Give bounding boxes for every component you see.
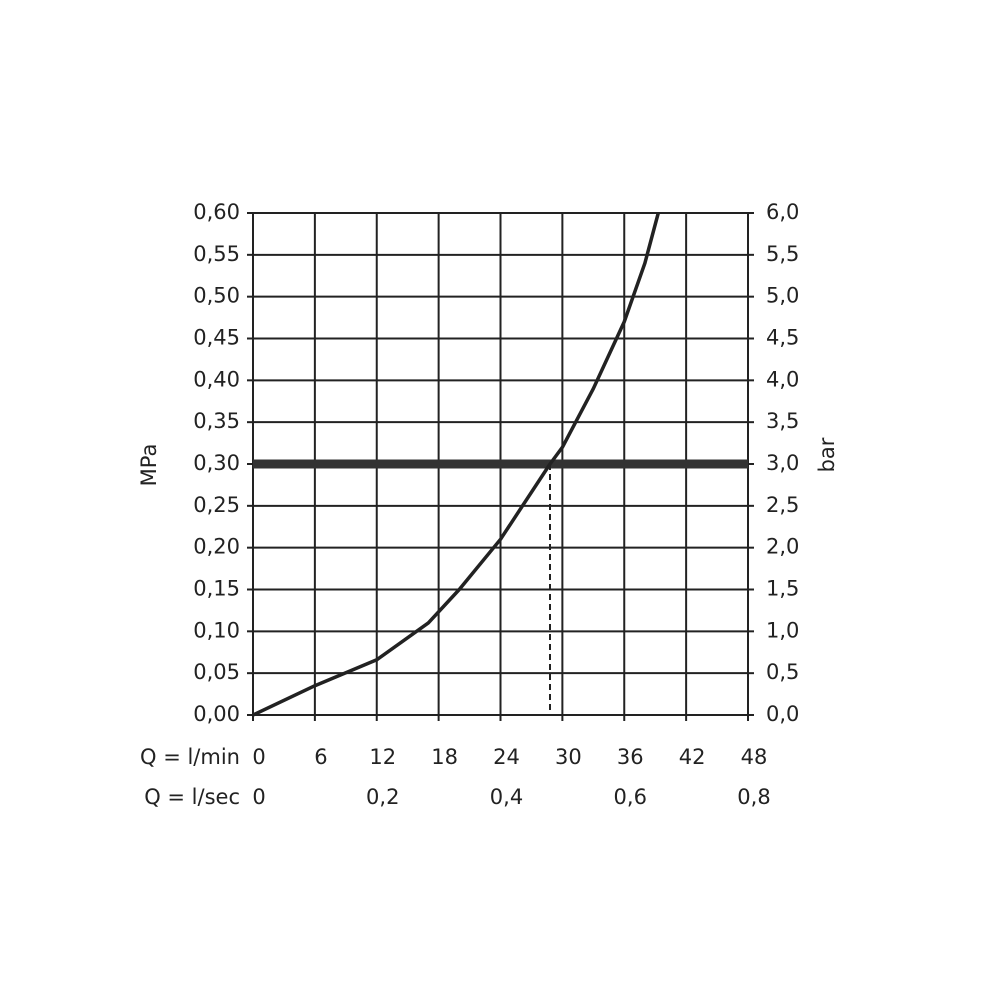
y-tick-label: 0,25 <box>193 493 240 517</box>
y2-tick-label: 2,0 <box>766 535 799 559</box>
y2-tick-label: 0,0 <box>766 702 799 726</box>
y-tick-label: 0,55 <box>193 242 240 266</box>
y2-tick-label: 3,5 <box>766 409 799 433</box>
x2-tick-label: 0,2 <box>366 785 399 809</box>
x-tick-label: 42 <box>679 745 706 769</box>
y-tick-label: 0,40 <box>193 367 240 391</box>
y2-tick-label: 2,5 <box>766 493 799 517</box>
y-tick-label: 0,45 <box>193 326 240 350</box>
x-tick-label: 6 <box>314 745 327 769</box>
y-tick-label: 0,60 <box>193 200 240 224</box>
y-tick-label: 0,10 <box>193 618 240 642</box>
y-tick-label: 0,35 <box>193 409 240 433</box>
y2-tick-label: 5,0 <box>766 284 799 308</box>
y-tick-label: 0,20 <box>193 535 240 559</box>
x2-tick-label: 0,6 <box>614 785 647 809</box>
x-tick-label: 12 <box>369 745 396 769</box>
x-tick-label: 24 <box>493 745 520 769</box>
x-tick-label: 18 <box>431 745 458 769</box>
y2-tick-label: 4,0 <box>766 367 799 391</box>
y-tick-label: 0,05 <box>193 660 240 684</box>
x-tick-label: 36 <box>617 745 644 769</box>
x2-axis-label: Q = l/sec <box>144 785 240 809</box>
y-tick-label: 0,30 <box>193 451 240 475</box>
y2-tick-label: 1,5 <box>766 577 799 601</box>
y-tick-label: 0,00 <box>193 702 240 726</box>
y2-tick-label: 1,0 <box>766 618 799 642</box>
x2-tick-label: 0,8 <box>737 785 770 809</box>
x-tick-label: 48 <box>741 745 768 769</box>
y-tick-label: 0,50 <box>193 284 240 308</box>
x-tick-label: 0 <box>252 745 265 769</box>
y2-tick-label: 6,0 <box>766 200 799 224</box>
y-tick-label: 0,15 <box>193 577 240 601</box>
y2-tick-label: 5,5 <box>766 242 799 266</box>
y2-tick-label: 0,5 <box>766 660 799 684</box>
data-line <box>252 212 660 717</box>
x-tick-label: 30 <box>555 745 582 769</box>
y2-tick-label: 4,5 <box>766 326 799 350</box>
y2-tick-label: 3,0 <box>766 451 799 475</box>
x2-tick-label: 0,4 <box>490 785 523 809</box>
y2-axis-label: bar <box>815 437 839 472</box>
y-axis-label: MPa <box>137 444 161 487</box>
x2-tick-label: 0 <box>252 785 265 809</box>
x-axis-label: Q = l/min <box>140 745 240 769</box>
